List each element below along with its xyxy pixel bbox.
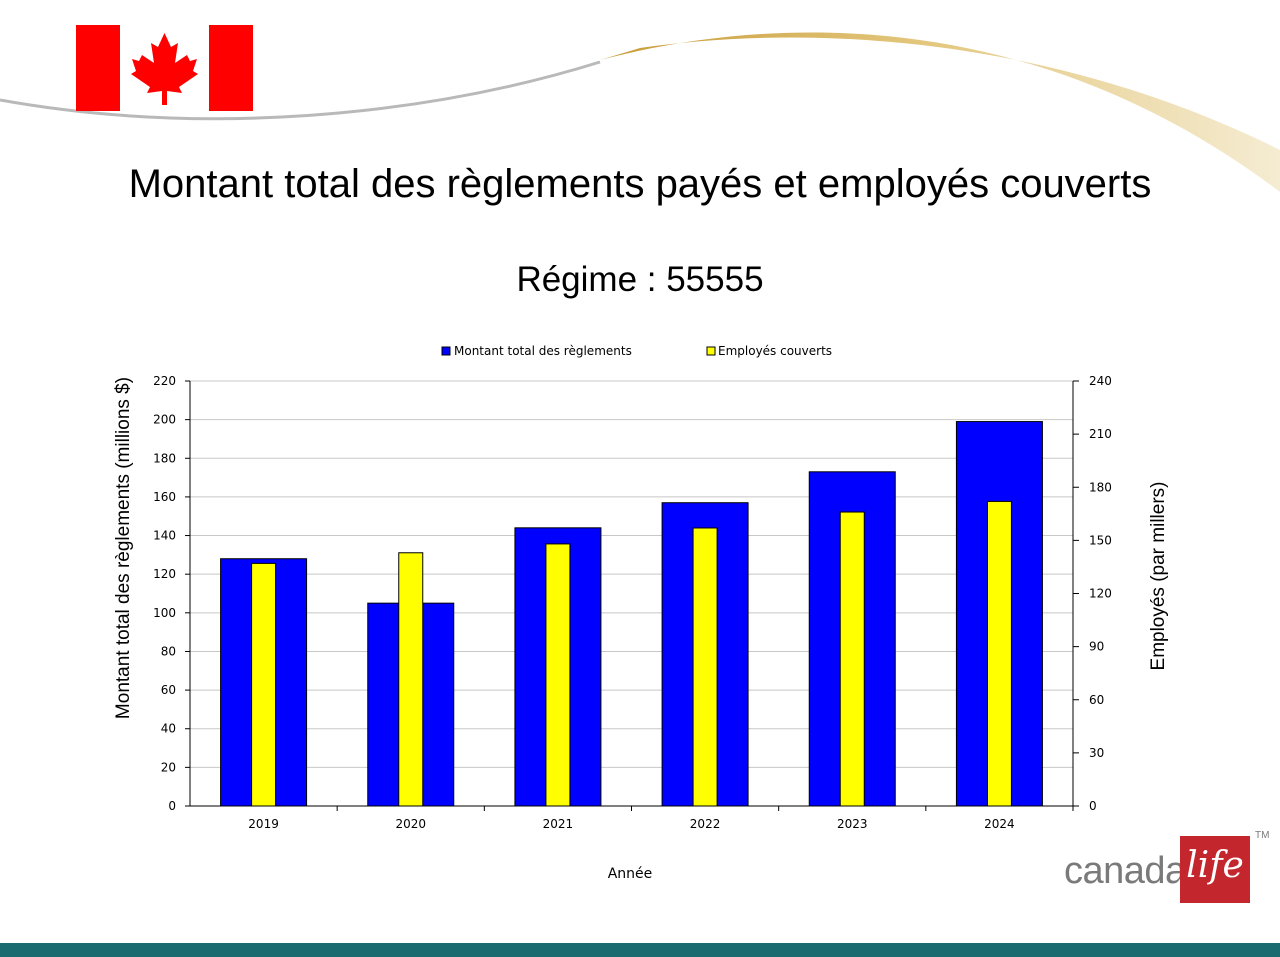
- y-tick-label: 160: [153, 490, 176, 504]
- bar-employees: [398, 552, 424, 807]
- y-axis-title: Montant total des règlements (millions $…: [113, 377, 134, 719]
- y-tick-label: 220: [153, 374, 176, 388]
- y-tick-label: 0: [168, 799, 176, 813]
- x-tick-label: 2023: [837, 817, 868, 831]
- x-tick-label: 2022: [690, 817, 721, 831]
- y-tick-label: 60: [161, 683, 176, 697]
- chart-subtitle: Régime : 55555: [516, 260, 764, 299]
- y-tick-label: 40: [161, 722, 176, 736]
- x-tick-label: 2019: [248, 817, 279, 831]
- y2-tick-label: 180: [1089, 480, 1112, 494]
- logo-text: canada: [1064, 850, 1186, 892]
- x-tick-label: 2020: [395, 817, 426, 831]
- bar-employees: [545, 543, 571, 807]
- x-axis-title: Année: [608, 866, 653, 882]
- logo-tm: TM: [1255, 830, 1270, 841]
- y2-tick-label: 60: [1089, 693, 1104, 707]
- y2-tick-label: 120: [1089, 587, 1112, 601]
- chart-title: Montant total des règlements payés et em…: [128, 162, 1152, 206]
- bar-employees: [692, 527, 718, 807]
- y-tick-label: 120: [153, 567, 176, 581]
- canada-life-logo: canada life TM: [1060, 830, 1270, 910]
- y-tick-label: 180: [153, 451, 176, 465]
- logo-box: life: [1180, 836, 1250, 903]
- y2-tick-label: 150: [1089, 533, 1112, 547]
- x-tick-label: 2021: [543, 817, 574, 831]
- y2-tick-label: 0: [1089, 799, 1097, 813]
- legend-label-employees: Employés couverts: [718, 344, 832, 358]
- logo-script: life: [1186, 845, 1244, 886]
- y-tick-label: 20: [161, 760, 176, 774]
- x-tick-label: 2024: [984, 817, 1015, 831]
- y-tick-label: 200: [153, 413, 176, 427]
- y2-tick-label: 210: [1089, 427, 1112, 441]
- legend-label-claims: Montant total des règlements: [454, 344, 632, 358]
- y2-axis-title: Employés (par millers): [1148, 482, 1169, 671]
- y2-tick-label: 240: [1089, 374, 1112, 388]
- header-swoosh: [0, 0, 1280, 192]
- bar-employees: [986, 500, 1012, 807]
- y-tick-label: 140: [153, 529, 176, 543]
- bar-employees: [839, 511, 865, 807]
- y-tick-label: 80: [161, 644, 176, 658]
- legend-swatch-claims: [441, 346, 451, 356]
- y-tick-label: 100: [153, 606, 176, 620]
- canada-flag-icon: [76, 25, 253, 111]
- y2-tick-label: 90: [1089, 640, 1104, 654]
- footer-band: [0, 943, 1280, 957]
- bar-employees: [251, 562, 277, 807]
- y2-tick-label: 30: [1089, 746, 1104, 760]
- legend-swatch-employees: [706, 346, 716, 356]
